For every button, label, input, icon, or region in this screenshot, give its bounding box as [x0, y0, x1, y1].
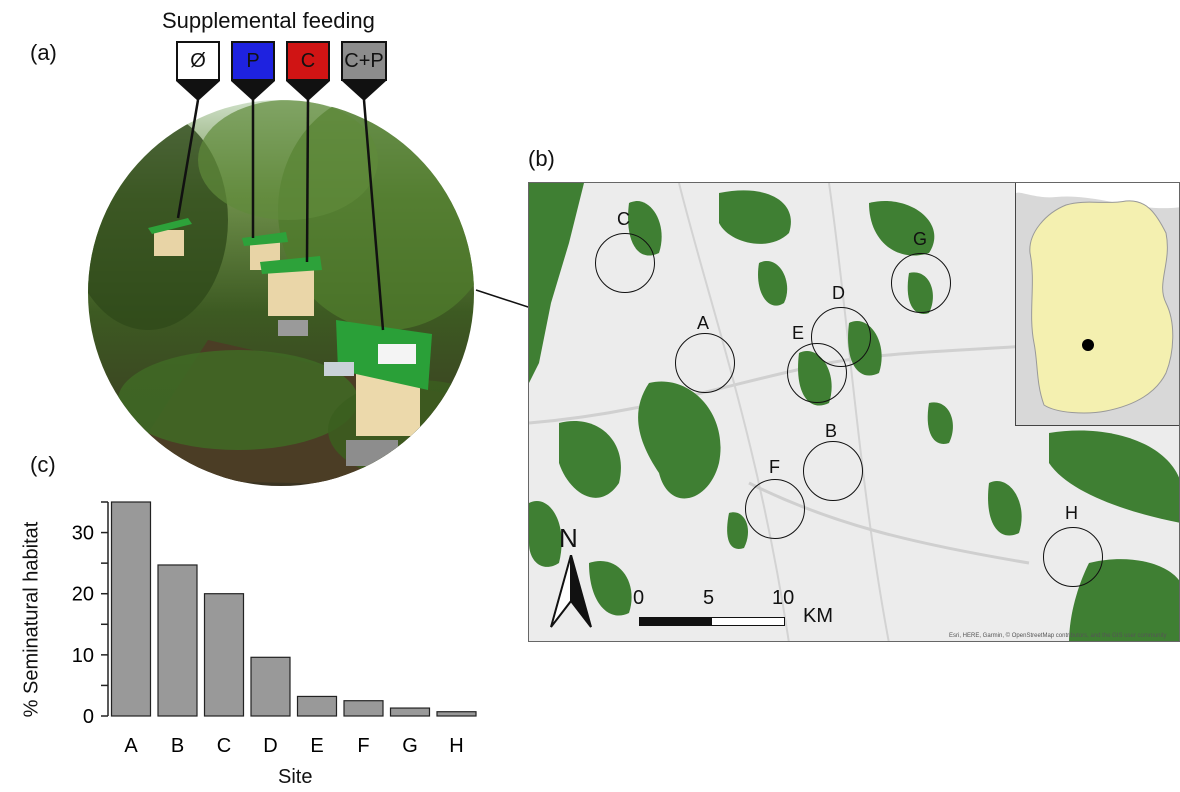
site-label: F	[769, 457, 780, 477]
site-label: C	[617, 209, 630, 229]
treatment-label: C+P	[344, 49, 384, 72]
y-tick-label: 20	[72, 584, 94, 606]
x-tick-label: E	[310, 735, 323, 757]
bar-d	[250, 656, 291, 717]
x-tick-label: A	[124, 735, 138, 757]
bar-b	[157, 564, 198, 717]
north-label: N	[559, 523, 578, 553]
scale-tick-0: 0	[633, 587, 645, 609]
treatment-tag-p: P	[231, 41, 275, 81]
site-circle-f	[745, 479, 805, 539]
scale-tick-10: 10	[772, 587, 795, 609]
x-tick-label: G	[402, 735, 418, 757]
site-circle-c	[595, 233, 655, 293]
panel-c-letter: (c)	[30, 452, 56, 477]
tag-pointer	[342, 81, 386, 101]
leader-line	[305, 99, 310, 263]
scale-unit: KM	[803, 605, 833, 627]
scale-bar-black	[639, 617, 713, 626]
bar-g	[389, 707, 431, 717]
treatment-label: C	[300, 49, 316, 72]
x-tick-label: C	[217, 735, 231, 757]
site-circle-a	[675, 333, 735, 393]
site-label: A	[697, 313, 710, 333]
axis-group: A B C D E F G H 0 10 20 30	[72, 501, 464, 757]
x-tick-label: D	[263, 735, 277, 757]
treatment-tag-cp: C+P	[341, 41, 387, 81]
forest-patches	[529, 183, 1179, 641]
site-circle-h	[1043, 527, 1103, 587]
treatment-tag-c: C	[286, 41, 330, 81]
feeding-title: Supplemental feeding	[162, 8, 375, 33]
treatment-label: Ø	[190, 49, 206, 72]
panel-b-letter: (b)	[528, 146, 555, 171]
treatment-label: P	[246, 49, 260, 72]
leader-line	[176, 99, 200, 219]
bars-group	[110, 501, 477, 717]
scale-tick-5: 5	[703, 587, 715, 609]
x-tick-label: B	[171, 735, 184, 757]
tag-pointer	[286, 81, 330, 101]
y-axis-label: % Seminatural habitat	[20, 521, 43, 718]
site-label: D	[832, 283, 845, 303]
study-area-map: C A D E G B F H N 0 5 10 KM Esri, HERE, …	[528, 182, 1180, 642]
bar-a	[110, 501, 152, 717]
site-label: G	[913, 229, 928, 249]
site-circle-g	[891, 253, 951, 313]
bar-f	[343, 700, 384, 717]
bar-e	[296, 695, 338, 717]
site-label: H	[1065, 503, 1078, 523]
bar-h	[436, 711, 477, 717]
y-tick-label: 10	[72, 645, 94, 667]
seminatural-habitat-chart: A B C D E F G H 0 10 20 30	[72, 501, 477, 757]
site-label: E	[792, 323, 805, 343]
study-location-dot	[1082, 339, 1094, 351]
scale-bar-white	[711, 617, 785, 626]
site-label: B	[825, 421, 838, 441]
map-attribution: Esri, HERE, Garmin, © OpenStreetMap cont…	[949, 633, 1167, 639]
germany-inset-map	[1015, 183, 1179, 426]
germany-outline	[1016, 183, 1179, 425]
site-circle-b	[803, 441, 863, 501]
site-circle-e	[787, 343, 847, 403]
x-tick-label: H	[449, 735, 463, 757]
tag-pointer	[176, 81, 220, 101]
bar-c	[203, 593, 245, 717]
panel-a-letter: (a)	[30, 40, 57, 65]
x-axis-label: Site	[278, 766, 313, 788]
leader-line	[362, 99, 385, 331]
north-arrow-icon	[550, 555, 592, 628]
tag-pointer	[231, 81, 275, 101]
treatment-tag-control: Ø	[176, 41, 220, 81]
y-tick-label: 30	[72, 523, 94, 545]
y-tick-label: 0	[83, 706, 94, 728]
x-tick-label: F	[357, 735, 369, 757]
